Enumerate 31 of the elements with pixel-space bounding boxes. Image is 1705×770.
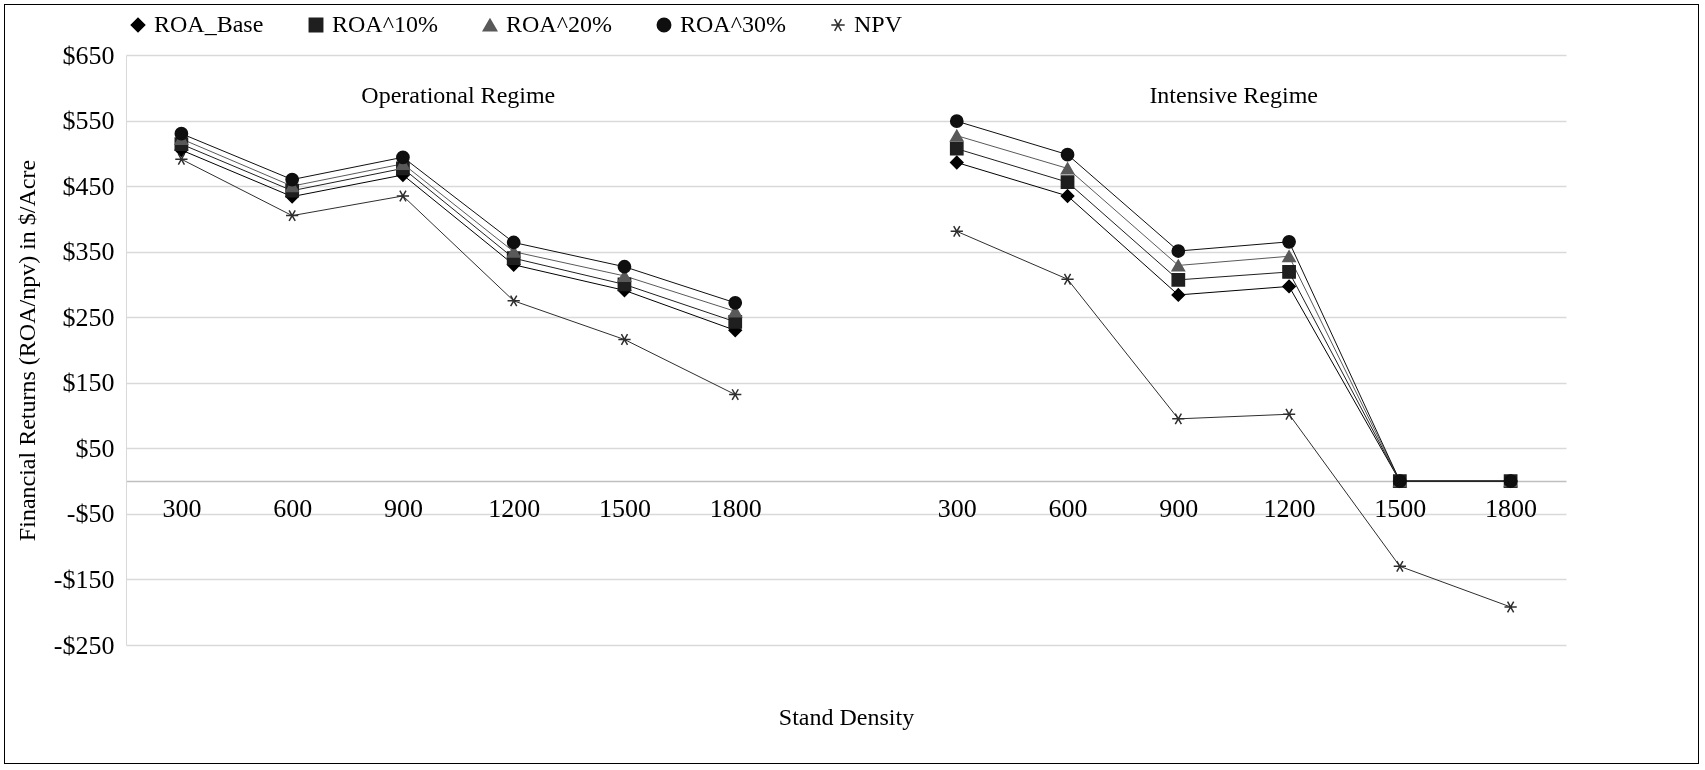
x-tick-label: 1500 [598,493,651,523]
x-tick-label: 1200 [488,493,541,523]
x-tick-label: 300 [162,493,202,523]
legend-label: ROA^30% [680,11,786,37]
x-tick-label: 300 [937,493,977,523]
legend-label: ROA_Base [154,11,264,37]
y-tick-label: $550 [62,106,115,136]
y-tick-label: $350 [62,237,115,267]
y-axis-title: Financial Returns (ROA/npv) in $/Acre [13,159,40,542]
annotation: Operational Regime [361,82,556,109]
x-tick-label: 1800 [709,493,762,523]
x-tick-label: 600 [1048,493,1088,523]
x-tick-label: 1200 [1263,493,1316,523]
x-tick-label: 600 [273,493,313,523]
y-tick-label: $250 [62,302,115,332]
legend-label: ROA^20% [506,11,612,37]
y-tick-label: -$250 [53,630,115,660]
annotation: Intensive Regime [1149,82,1318,109]
y-tick-label: -$50 [66,499,115,529]
x-tick-label: 1800 [1485,493,1538,523]
y-tick-label: -$150 [53,564,115,594]
x-tick-label: 900 [1159,493,1199,523]
y-tick-label: $650 [62,40,115,70]
y-tick-label: $50 [75,433,115,463]
x-tick-label: 1500 [1374,493,1427,523]
x-tick-label: 900 [383,493,423,523]
legend-label: ROA^10% [332,11,438,37]
legend-label: NPV [854,11,903,37]
y-tick-label: $450 [62,171,115,201]
y-tick-label: $150 [62,368,115,398]
x-axis-title: Stand Density [778,703,915,730]
